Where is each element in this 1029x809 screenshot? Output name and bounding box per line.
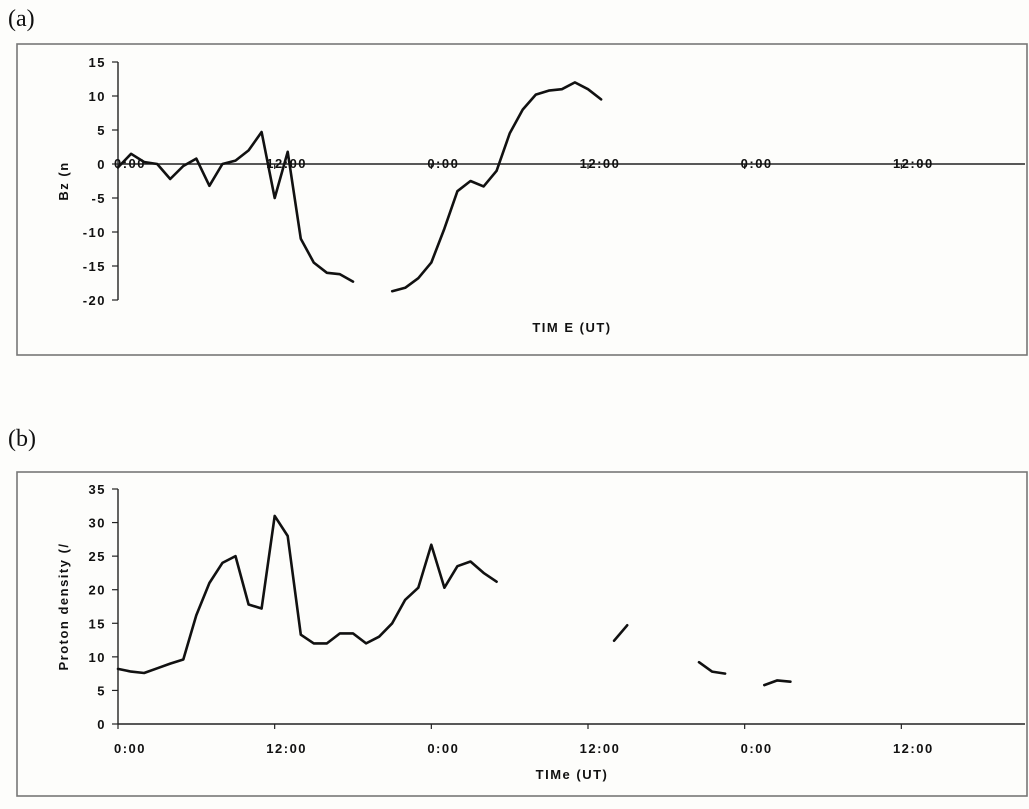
x-axis-title: TIMe (UT) <box>536 767 609 782</box>
series-line-segment <box>612 624 629 642</box>
x-tick-label: 12:00 <box>893 741 934 756</box>
series-line-segment <box>697 660 727 675</box>
x-tick-label: 12:00 <box>893 156 934 171</box>
x-tick-label: 12:00 <box>580 741 621 756</box>
x-tick-label: 0:00 <box>114 741 146 756</box>
x-tick-label: 0:00 <box>741 156 773 171</box>
chart-frame <box>16 471 1028 797</box>
y-axis-title: Bz (n <box>56 161 71 200</box>
y-tick-label: 5 <box>97 123 106 138</box>
x-tick-label: 12:00 <box>266 156 307 171</box>
y-tick-label: 15 <box>89 616 106 631</box>
y-tick-label: 10 <box>89 89 106 104</box>
series-line-segment <box>762 679 792 687</box>
y-tick-label: 20 <box>89 583 106 598</box>
y-tick-label: -5 <box>91 191 106 206</box>
y-tick-label: -20 <box>83 293 106 308</box>
x-tick-label: 0:00 <box>741 741 773 756</box>
y-tick-label: 0 <box>97 157 106 172</box>
y-tick-label: 35 <box>89 482 106 497</box>
y-tick-label: 25 <box>89 549 106 564</box>
y-tick-label: 0 <box>97 717 106 732</box>
panel-label-b: (b) <box>8 426 36 452</box>
y-tick-label: -10 <box>83 225 106 240</box>
proton-density-chart: 35 30 25 20 15 10 5 0 0:00 12:00 0:00 12:00 0:00 12:0… <box>16 471 1028 797</box>
bz-chart: 15 10 5 0 -5 -10 -15 -20 0:00 12:00 0:00 12:00 0:00 1… <box>16 43 1028 356</box>
y-tick-label: 5 <box>97 683 106 698</box>
y-tick-label: 30 <box>89 516 106 531</box>
chart-frame <box>16 43 1028 356</box>
series-line-segment <box>116 130 355 283</box>
series-line-segment <box>116 514 498 675</box>
panel-label-a: (a) <box>8 6 35 32</box>
x-tick-label: 0:00 <box>114 156 146 171</box>
y-tick-label: 10 <box>89 650 106 665</box>
y-tick-label: 15 <box>89 55 106 70</box>
x-axis-title: TIM E (UT) <box>532 320 611 335</box>
x-tick-label: 0:00 <box>427 741 459 756</box>
x-tick-label: 12:00 <box>580 156 621 171</box>
series-line-segment <box>390 81 603 293</box>
y-tick-label: -15 <box>83 259 106 274</box>
x-tick-label: 0:00 <box>427 156 459 171</box>
x-tick-label: 12:00 <box>266 741 307 756</box>
y-axis-title: Proton density (/ <box>56 542 71 670</box>
